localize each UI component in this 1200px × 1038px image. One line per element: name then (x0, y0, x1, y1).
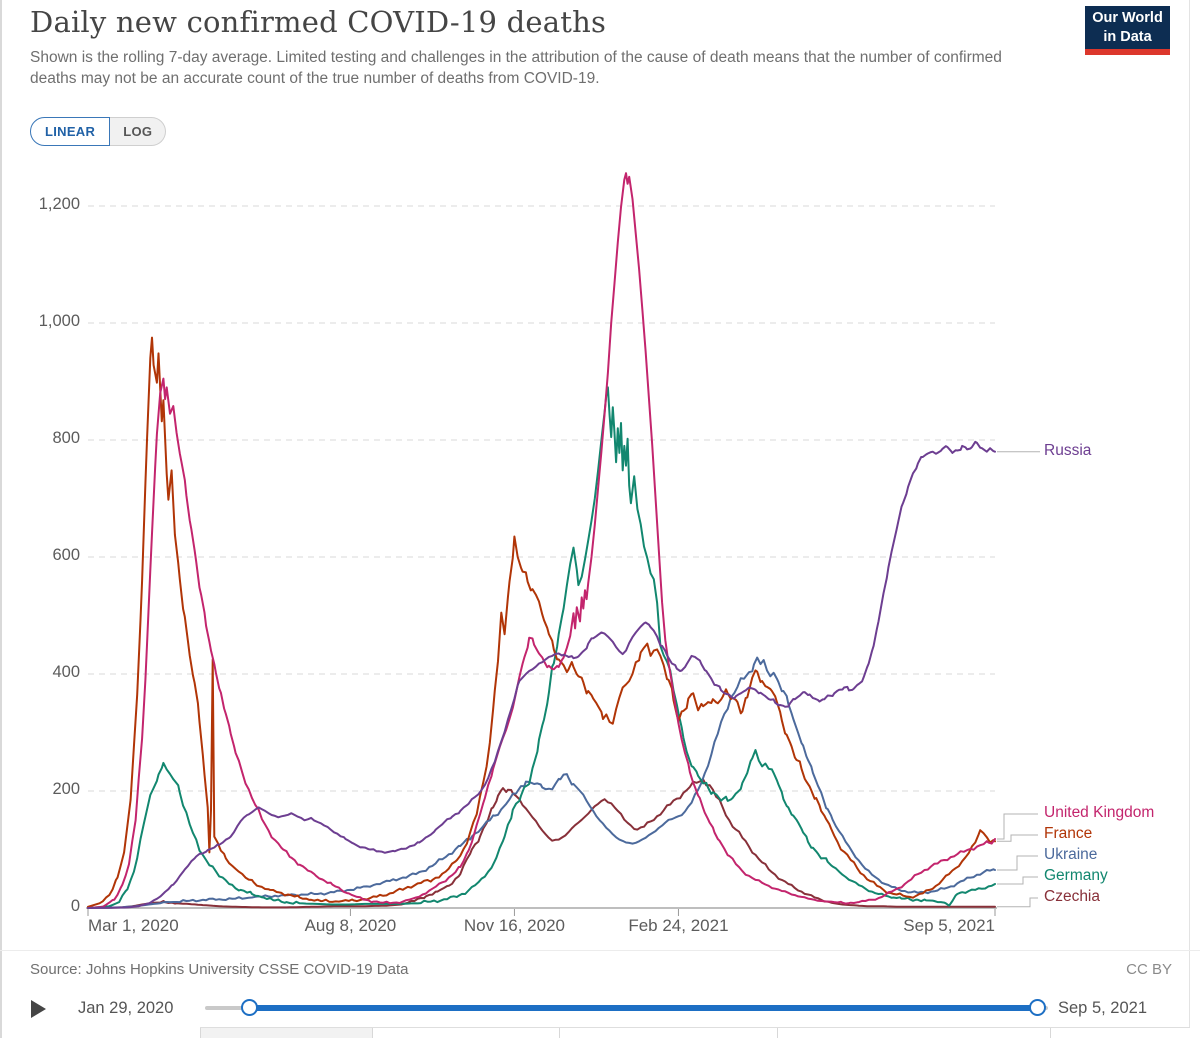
owid-logo-line1: Our World (1092, 10, 1163, 26)
source-text: Source: Johns Hopkins University CSSE CO… (30, 961, 409, 978)
x-tick-label: Nov 16, 2020 (463, 916, 566, 935)
x-tick-label: Mar 1, 2020 (88, 916, 179, 935)
series-label-united-kingdom[interactable]: United Kingdom (1044, 804, 1155, 821)
license-link[interactable]: CC BY (1126, 961, 1172, 978)
y-tick-label: 1,000 (38, 312, 80, 330)
window-left-border (0, 0, 2, 1038)
owid-logo-red-bar (1085, 49, 1170, 55)
linear-button[interactable]: LINEAR (30, 117, 111, 146)
table-edge-border (200, 1027, 1190, 1028)
y-tick-label: 400 (52, 663, 80, 681)
x-tick-label: Feb 24, 2021 (628, 916, 729, 935)
scale-toggle: LINEAR LOG (30, 117, 167, 146)
y-tick-label: 200 (52, 780, 80, 798)
series-label-france[interactable]: France (1044, 825, 1093, 842)
series-label-czechia[interactable]: Czechia (1044, 888, 1100, 905)
owid-logo[interactable]: Our World in Data (1085, 6, 1170, 55)
y-tick-label: 1,200 (38, 195, 80, 213)
page-title: Daily new confirmed COVID-19 deaths (30, 5, 607, 39)
table-edge-cell (1050, 1028, 1190, 1038)
owid-logo-text: Our World in Data (1085, 6, 1170, 49)
series-label-russia[interactable]: Russia (1044, 441, 1092, 459)
table-edge-cell (372, 1028, 559, 1038)
y-tick-label: 800 (52, 429, 80, 447)
timeline-end-date[interactable]: Sep 5, 2021 (1058, 999, 1147, 1017)
x-tick-label: Sep 5, 2021 (903, 916, 995, 935)
y-tick-label: 0 (70, 897, 80, 915)
window-right-border (1189, 0, 1190, 1038)
table-edge-cell (200, 1028, 372, 1038)
timeline-active-range[interactable] (250, 1005, 1038, 1011)
owid-logo-line2: in Data (1103, 29, 1152, 45)
play-button[interactable] (31, 1000, 46, 1018)
x-tick-label: Aug 8, 2020 (304, 916, 397, 935)
series-label-germany[interactable]: Germany (1044, 867, 1108, 884)
timeline-start-handle[interactable] (241, 999, 258, 1016)
y-tick-label: 600 (52, 546, 80, 564)
series-label-ukraine[interactable]: Ukraine (1044, 846, 1098, 863)
chart-subtitle: Shown is the rolling 7-day average. Limi… (30, 49, 1002, 87)
table-edge-cell (559, 1028, 777, 1038)
timeline-end-handle[interactable] (1029, 999, 1046, 1016)
timeline-start-date[interactable]: Jan 29, 2020 (78, 999, 174, 1017)
table-edge-cell (777, 1028, 1050, 1038)
footer-divider (0, 950, 1200, 951)
log-button[interactable]: LOG (110, 117, 167, 146)
